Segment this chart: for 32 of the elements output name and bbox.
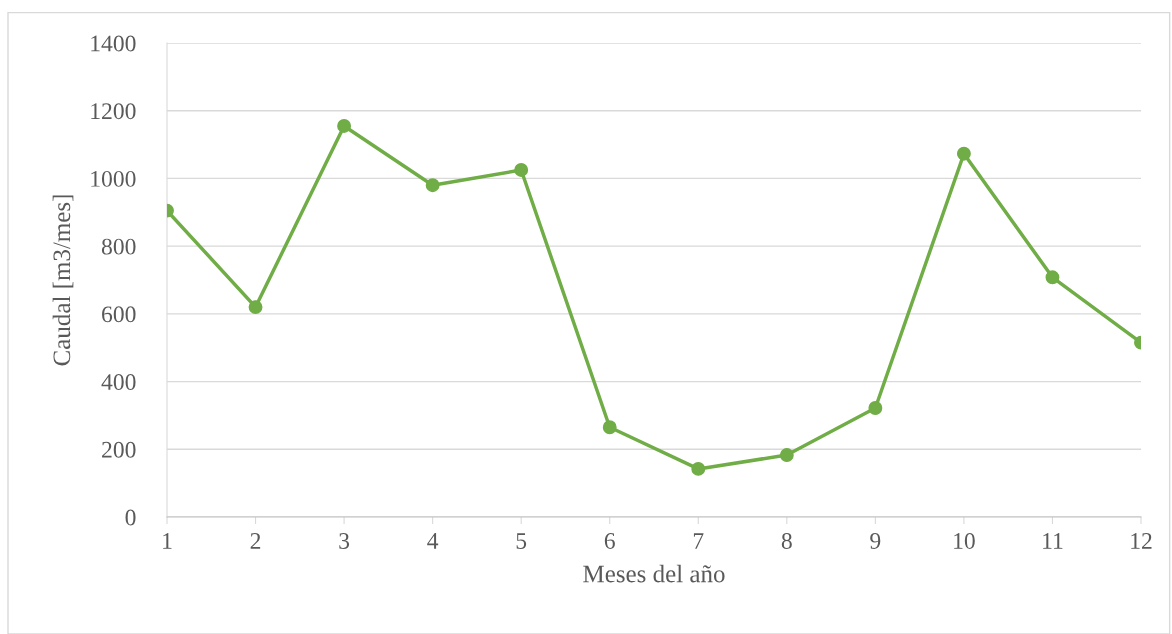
point: [956, 146, 971, 161]
x-tick-label: 2: [250, 533, 261, 549]
x-tick-label: 8: [781, 532, 792, 549]
y-tick-label: 1200: [91, 103, 136, 120]
y-tick-label: 400: [101, 374, 136, 390]
x-tick-label: 10: [954, 532, 975, 549]
y-tick-label: 1000: [91, 170, 136, 187]
point: [248, 300, 263, 315]
x-tick-label: 9: [870, 533, 881, 549]
x-tick-label: 5: [516, 533, 527, 549]
point: [337, 119, 352, 133]
point: [1045, 270, 1060, 285]
x-tick-label: 12: [1131, 533, 1152, 549]
x-tick-label: 3: [339, 533, 350, 549]
x-axis-title: Meses del año: [583, 564, 725, 583]
x-tick-label: 11: [1043, 533, 1063, 549]
point: [691, 461, 706, 476]
point: [779, 448, 794, 462]
point: [425, 178, 440, 193]
x-tick-label: 4: [427, 533, 439, 549]
point: [514, 163, 529, 177]
y-tick-label: 800: [101, 238, 136, 255]
x-tick-label: 1: [163, 533, 172, 549]
y-tick-label: 600: [102, 306, 136, 323]
y-axis-title: Caudal [m3/mes]: [52, 195, 74, 366]
x-tick-label: 6: [604, 533, 615, 549]
point: [868, 401, 883, 415]
y-tick-label: 200: [102, 441, 136, 458]
x-tick-label: 7: [693, 533, 704, 549]
y-tick-label: 0: [125, 509, 136, 526]
point: [602, 420, 617, 435]
y-tick-label: 1400: [91, 35, 136, 52]
